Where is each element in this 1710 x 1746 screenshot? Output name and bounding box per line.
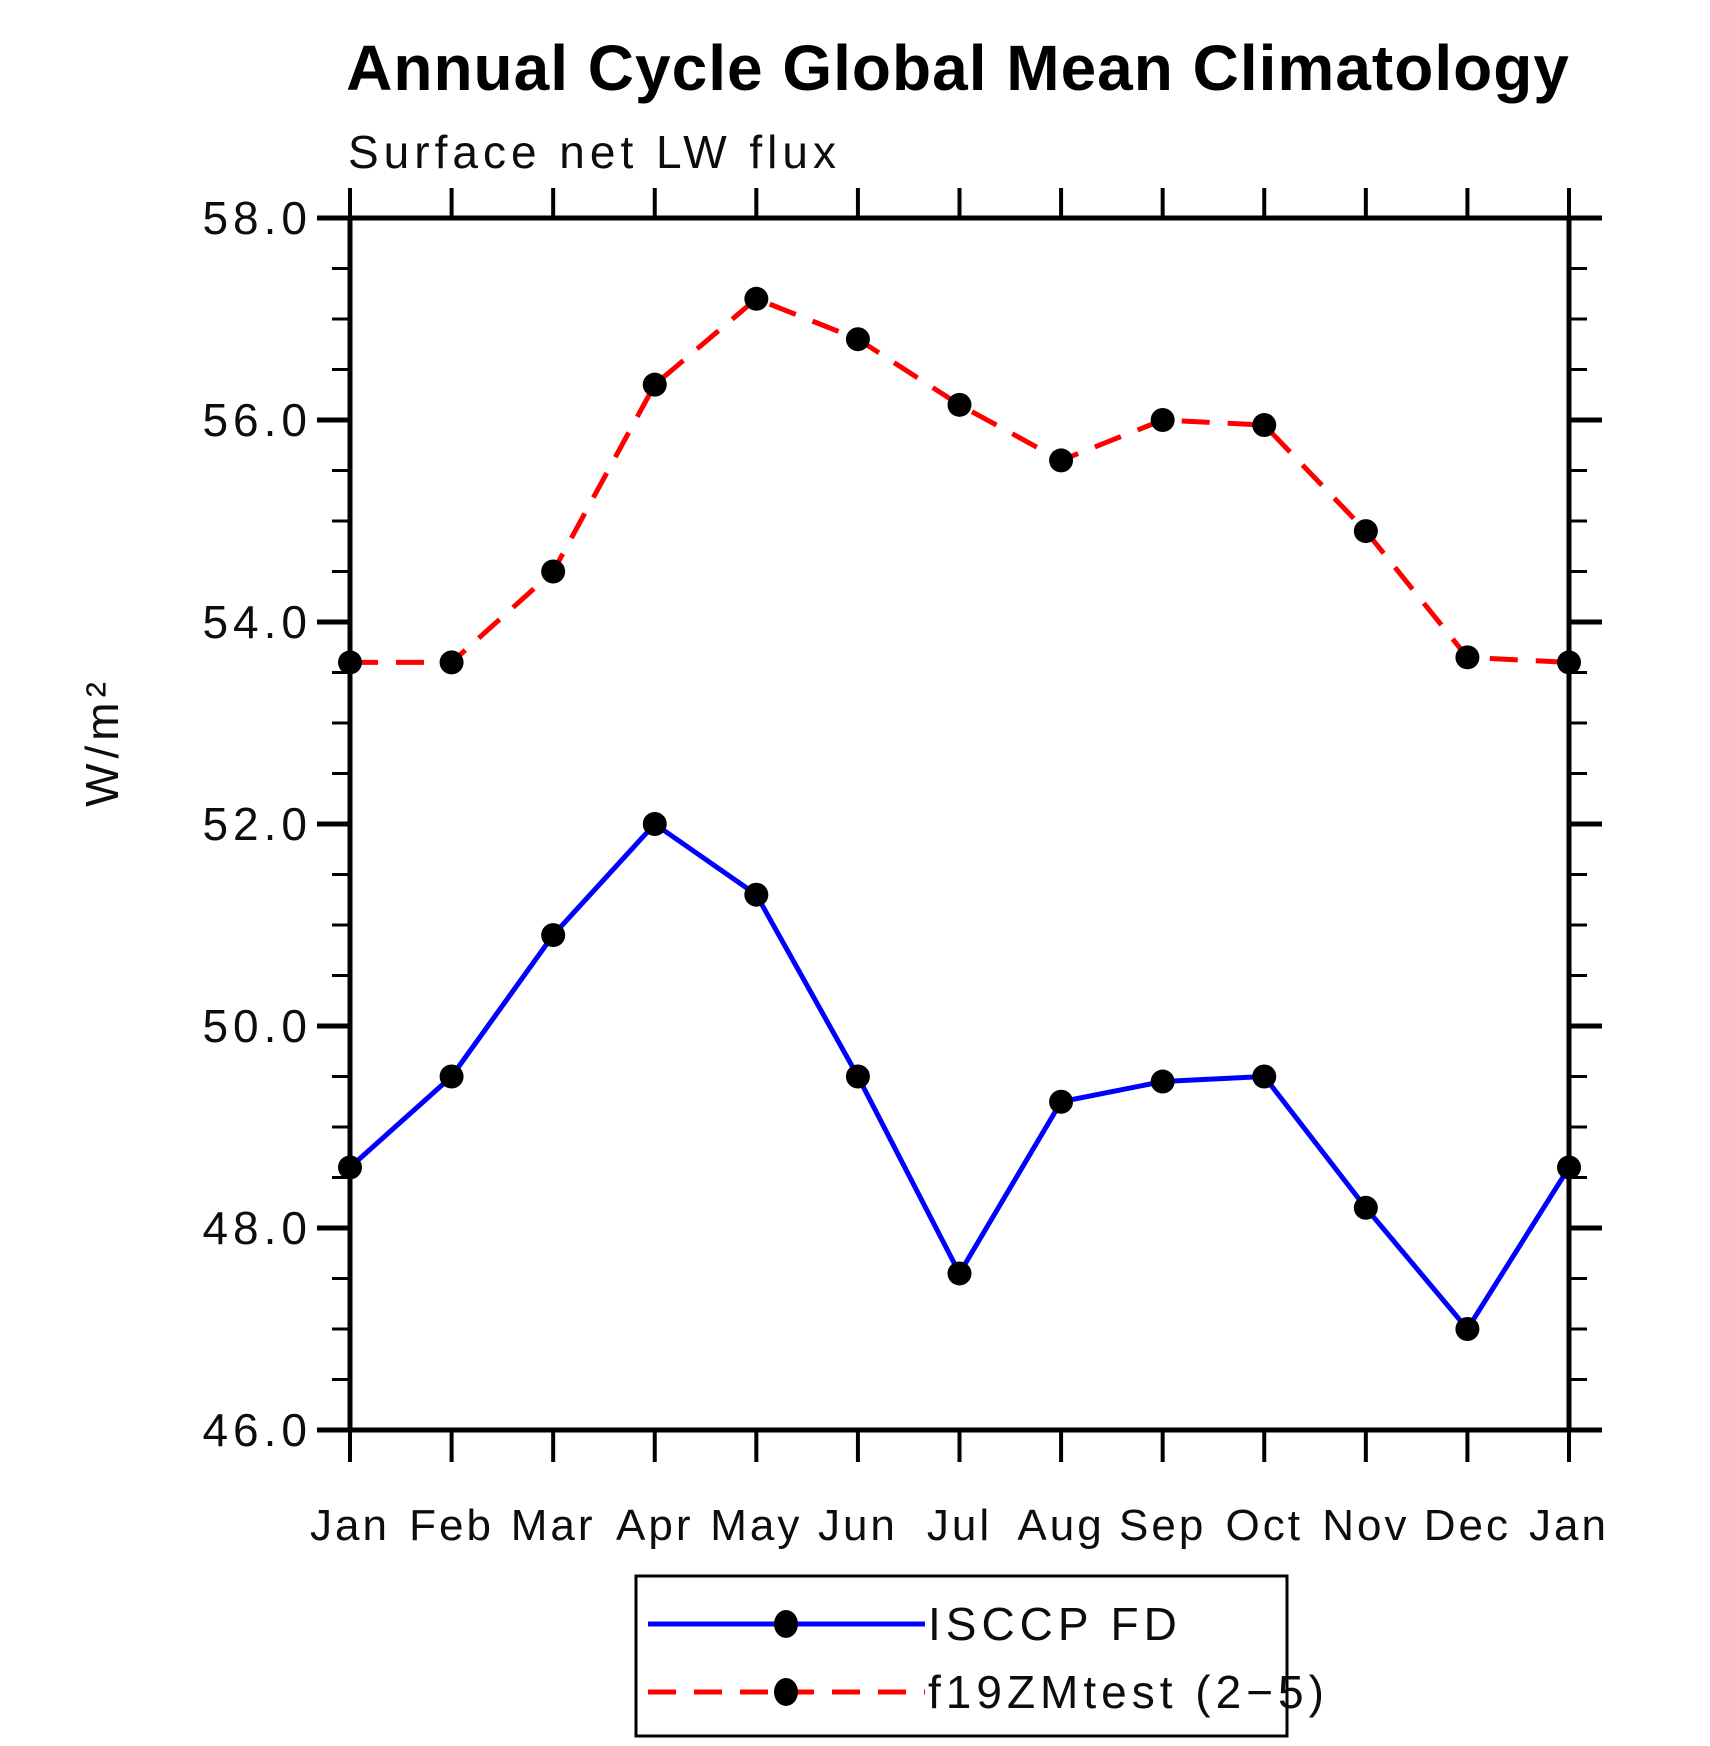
data-point-marker xyxy=(1252,1064,1277,1089)
y-tick-label: 48.0 xyxy=(202,1202,312,1254)
data-point-marker xyxy=(338,650,362,675)
y-tick-label: 54.0 xyxy=(202,596,312,648)
series-line-isccp-fd xyxy=(348,821,1572,1332)
x-tick-label: May xyxy=(710,1501,802,1550)
chart-subtitle: Surface net LW flux xyxy=(348,126,841,178)
data-point-marker xyxy=(439,650,464,675)
data-point-marker xyxy=(1150,408,1175,432)
data-point-marker xyxy=(744,882,769,907)
data-point-marker xyxy=(845,1064,870,1089)
x-tick-label: Feb xyxy=(409,1501,494,1550)
data-point-marker xyxy=(642,372,667,397)
data-point-marker xyxy=(642,812,667,836)
legend-box xyxy=(634,1574,1289,1738)
chart-title: Annual Cycle Global Mean Climatology xyxy=(346,32,1570,104)
x-tick-label: Nov xyxy=(1322,1501,1409,1550)
data-point-marker xyxy=(1150,1069,1175,1094)
legend: ISCCP FD f19ZMtest (2−5) xyxy=(634,1574,1329,1738)
y-axis-label: W/m² xyxy=(76,677,128,807)
data-point-marker xyxy=(1557,1155,1581,1180)
series-line-f19zmtest-2-5- xyxy=(350,296,1570,665)
y-tick-label: 56.0 xyxy=(202,394,312,446)
data-point-marker xyxy=(1353,519,1378,544)
data-point-marker xyxy=(541,923,566,948)
data-point-marker xyxy=(541,559,566,584)
data-point-marker xyxy=(845,327,870,352)
x-tick-label: Dec xyxy=(1424,1501,1511,1550)
x-tick-label: Oct xyxy=(1226,1501,1303,1550)
data-point-marker xyxy=(947,1261,972,1286)
data-point-marker xyxy=(1252,413,1277,438)
y-tick-label: 46.0 xyxy=(202,1404,312,1456)
plot-area: 58.0 56.0 54.0 52.0 50.0 48.0 46.0 Jan Feb Mar Apr… xyxy=(202,188,1609,1550)
legend-entry-marker xyxy=(774,1678,798,1706)
data-point-marker xyxy=(947,392,972,417)
x-tick-label: Jul xyxy=(927,1501,992,1550)
data-point-marker xyxy=(338,1155,362,1180)
legend-entry-marker xyxy=(774,1610,798,1638)
data-point-marker xyxy=(1049,1089,1074,1114)
x-tick-label: Mar xyxy=(511,1501,596,1550)
data-point-marker xyxy=(1049,448,1074,473)
legend-entry-label: ISCCP FD xyxy=(928,1598,1182,1650)
data-point-marker xyxy=(439,1064,464,1089)
y-tick-label: 58.0 xyxy=(202,192,312,244)
x-tick-label: Aug xyxy=(1017,1501,1104,1550)
data-point-marker xyxy=(1455,645,1480,670)
x-tick-label: Apr xyxy=(616,1501,693,1550)
y-tick-label: 50.0 xyxy=(202,1000,312,1052)
x-tick-label: Jan xyxy=(310,1501,390,1550)
x-tick-label: Jun xyxy=(818,1501,898,1550)
x-tick-label: Sep xyxy=(1119,1501,1206,1550)
data-point-marker xyxy=(744,286,769,311)
x-tick-label: Jan xyxy=(1529,1501,1609,1550)
y-tick-label: 52.0 xyxy=(202,798,312,850)
data-point-marker xyxy=(1557,650,1581,675)
data-point-marker xyxy=(1455,1317,1480,1341)
legend-entry-label: f19ZMtest (2−5) xyxy=(928,1666,1329,1718)
data-point-marker xyxy=(1353,1195,1378,1220)
